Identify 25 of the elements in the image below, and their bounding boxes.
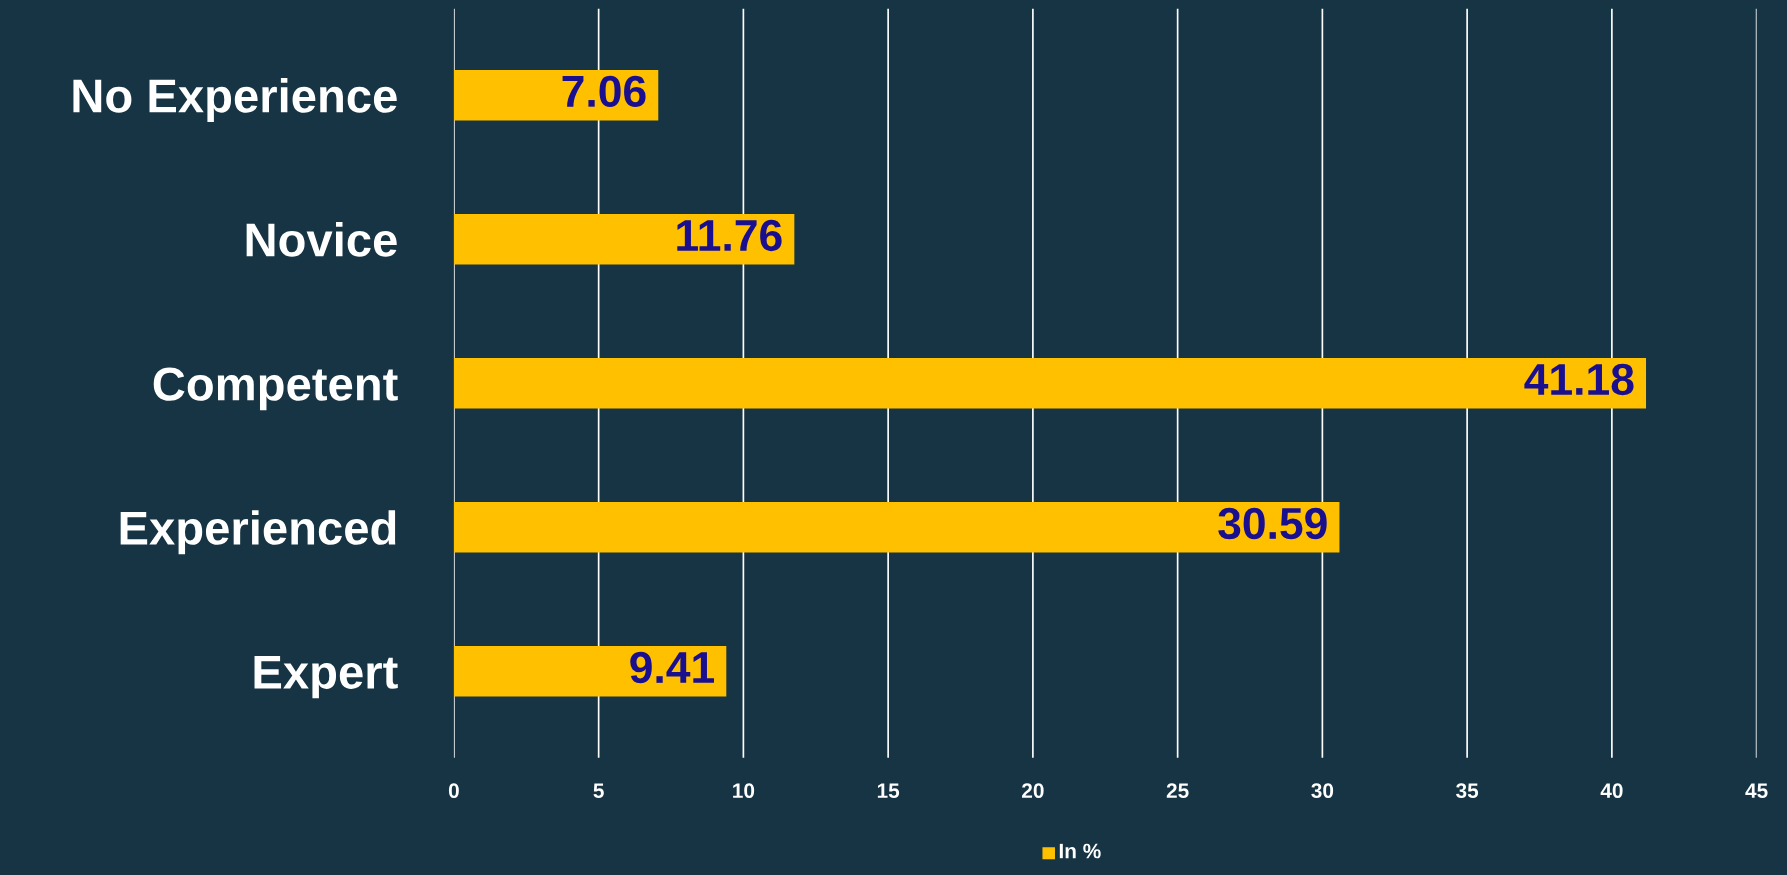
- y-tick-label: Competent: [153, 367, 398, 411]
- bar: [453, 646, 727, 697]
- bar: [453, 502, 1340, 553]
- data-label: 11.76: [677, 219, 782, 252]
- y-tick-label: Expert: [254, 655, 398, 699]
- y-tick-label: Experienced: [120, 510, 396, 555]
- x-tick-label: 30: [1311, 783, 1334, 799]
- bar: [453, 214, 795, 265]
- bar: [453, 358, 1647, 409]
- x-tick-label: 45: [1745, 783, 1768, 799]
- x-tick-label: 25: [1166, 783, 1189, 799]
- x-tick-label: 20: [1022, 783, 1044, 799]
- x-tick-label: 15: [877, 783, 900, 799]
- legend-label: In %: [1059, 843, 1101, 859]
- y-tick-label: No Experience: [73, 78, 397, 123]
- x-tick-label: 0: [448, 783, 459, 799]
- data-label: 7.06: [562, 75, 646, 108]
- x-tick-label: 40: [1600, 783, 1623, 799]
- x-tick-label: 10: [733, 783, 755, 799]
- x-tick-label: 35: [1456, 783, 1479, 799]
- data-label: 30.59: [1218, 507, 1327, 540]
- y-tick-label: Novice: [246, 222, 397, 257]
- x-tick-label: 5: [593, 783, 604, 799]
- data-label: 41.18: [1524, 363, 1634, 396]
- data-label: 9.41: [630, 651, 714, 684]
